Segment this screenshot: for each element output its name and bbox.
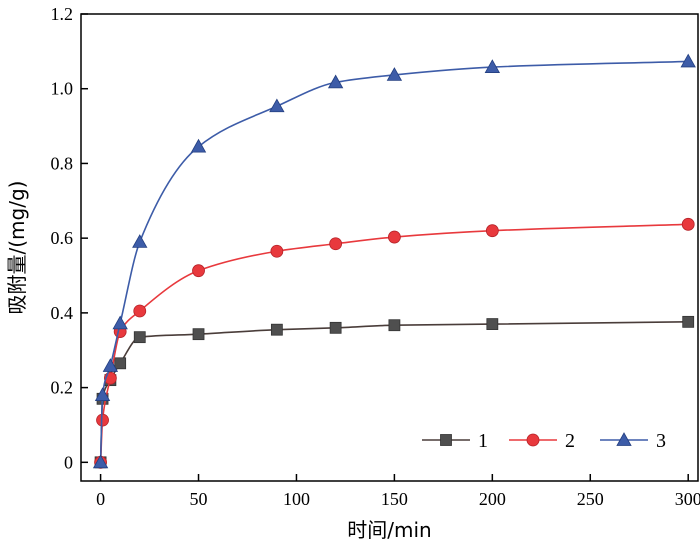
series-2 xyxy=(94,217,695,469)
data-point xyxy=(386,67,403,81)
axis-ticks: 0 50 100 150 200 250 300 0 0.2 0.4 0.6 0.8 1.0 1.2 xyxy=(51,4,700,509)
data-point xyxy=(681,217,695,231)
y-axis-title: 吸附量/(mg/g) xyxy=(5,181,29,315)
y-tick-label: 0.8 xyxy=(51,153,74,173)
plot-frame xyxy=(80,13,699,482)
legend: 1 2 3 xyxy=(422,430,666,452)
data-point xyxy=(92,454,109,469)
series-line xyxy=(99,223,689,463)
data-point xyxy=(112,315,128,330)
series-line xyxy=(99,321,689,463)
y-tick-label: 1.2 xyxy=(51,4,74,24)
data-point xyxy=(327,74,344,89)
data-point xyxy=(114,357,127,370)
data-point xyxy=(387,230,401,244)
legend-label: 1 xyxy=(478,430,488,452)
data-point xyxy=(102,358,119,372)
data-point xyxy=(133,331,146,344)
data-point xyxy=(132,234,148,248)
data-point xyxy=(388,319,401,332)
x-tick-label: 250 xyxy=(577,489,604,509)
legend-label: 2 xyxy=(565,430,575,452)
legend-marker xyxy=(526,433,540,447)
data-point xyxy=(484,59,501,73)
data-point xyxy=(485,224,499,238)
data-point xyxy=(682,315,695,328)
x-tick-label: 150 xyxy=(381,489,408,509)
x-axis-title: 时间/min xyxy=(347,518,431,542)
data-point xyxy=(94,387,111,401)
data-point xyxy=(329,237,343,251)
plot-border xyxy=(80,13,699,482)
series-3 xyxy=(92,53,696,469)
x-tick-label: 0 xyxy=(96,489,105,509)
data-point xyxy=(133,304,147,318)
data-point xyxy=(192,328,205,341)
series-layer xyxy=(92,53,696,469)
data-point xyxy=(329,321,342,334)
y-tick-label: 1.0 xyxy=(51,79,74,99)
series-line xyxy=(99,60,689,463)
data-point xyxy=(486,318,499,330)
data-point xyxy=(270,244,284,258)
data-point xyxy=(96,413,109,427)
y-tick-label: 0.2 xyxy=(51,378,74,398)
data-point xyxy=(269,98,285,113)
y-tick-label: 0 xyxy=(64,452,73,472)
legend-marker xyxy=(440,434,452,446)
data-point xyxy=(680,53,696,68)
x-tick-label: 50 xyxy=(190,489,208,509)
x-tick-label: 200 xyxy=(479,489,506,509)
data-point xyxy=(270,323,283,336)
x-tick-label: 100 xyxy=(283,489,310,509)
y-tick-label: 0.6 xyxy=(51,228,74,248)
y-tick-label: 0.4 xyxy=(51,303,74,323)
data-point xyxy=(192,264,205,278)
data-point xyxy=(190,138,207,153)
series-1 xyxy=(94,315,695,469)
legend-label: 3 xyxy=(656,430,666,452)
legend-marker xyxy=(616,432,632,446)
x-tick-label: 300 xyxy=(675,489,700,509)
